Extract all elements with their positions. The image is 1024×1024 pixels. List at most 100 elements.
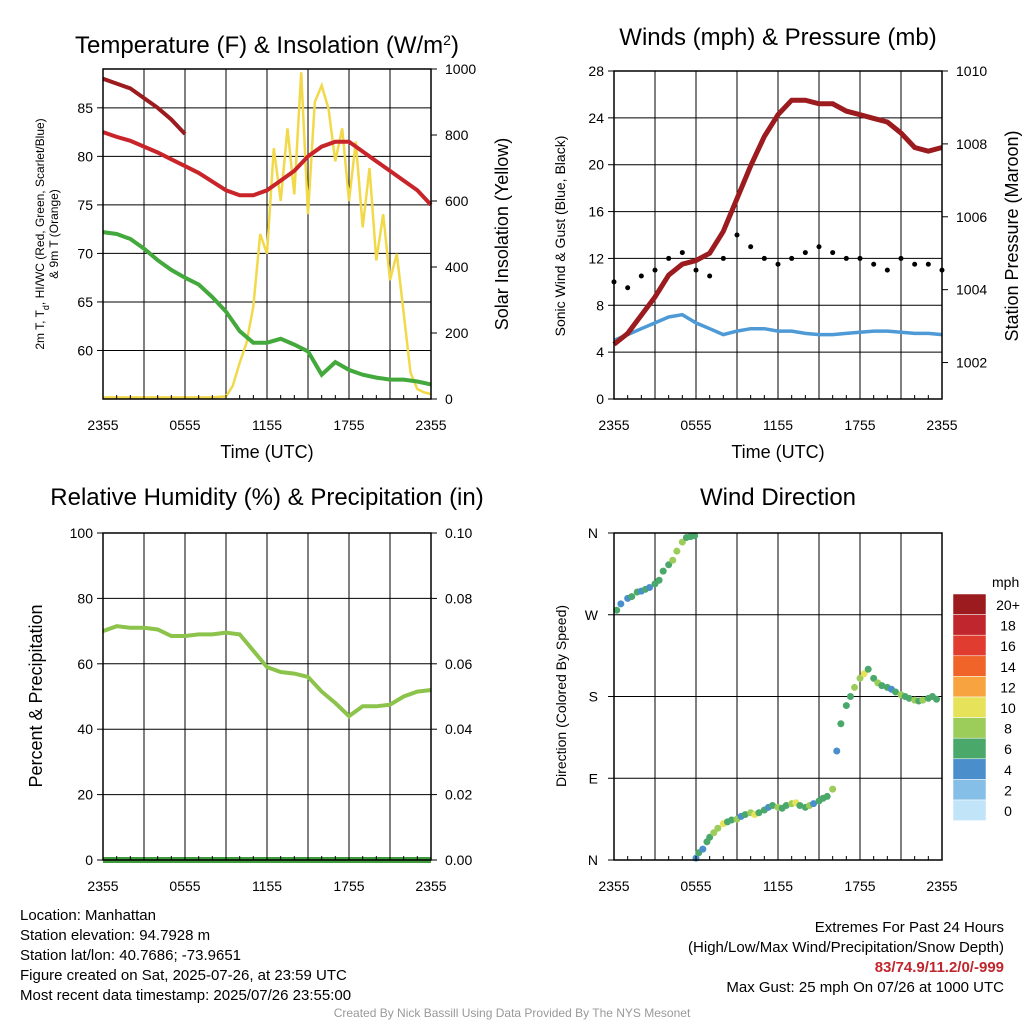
colorbar-swatch bbox=[952, 758, 987, 780]
wind-direction-panel: Wind Direction 2355 0555 1155 1755 2355NESWN… bbox=[553, 484, 1020, 894]
x-tick-label: 2355 bbox=[415, 417, 446, 433]
colorbar-title: mph bbox=[992, 574, 1019, 590]
right-y-tick-label: 1010 bbox=[956, 63, 987, 79]
wind-direction-point bbox=[829, 785, 837, 793]
y-tick-label: 75 bbox=[77, 197, 93, 213]
wind-direction-point bbox=[864, 665, 872, 673]
gust-point bbox=[625, 285, 631, 291]
insolation-line bbox=[103, 72, 432, 399]
wind-direction-point bbox=[673, 547, 681, 555]
humidity-panel: Relative Humidity (%) & Precipitation (i… bbox=[26, 484, 484, 894]
gust-point bbox=[830, 250, 836, 256]
created-text: Figure created on Sat, 2025-07-26, at 23… bbox=[20, 967, 347, 984]
y-tick-label: 100 bbox=[70, 525, 94, 541]
y-tick-label: 70 bbox=[77, 245, 93, 261]
gust-point bbox=[748, 244, 754, 250]
x-tick-label: 1155 bbox=[252, 878, 282, 894]
credit-text: Created By Nick Bassill Using Data Provi… bbox=[333, 1006, 691, 1020]
right-y-tick-label: 0.02 bbox=[445, 787, 472, 803]
x-tick-label: 2355 bbox=[87, 878, 118, 894]
extremes-subtitle: (High/Low/Max Wind/Precipitation/Snow De… bbox=[688, 939, 1004, 956]
wind-direction-point bbox=[851, 683, 859, 691]
right-y-tick-label: 800 bbox=[445, 127, 469, 143]
right-y-tick-label: 0.10 bbox=[445, 525, 472, 541]
gust-point bbox=[734, 232, 740, 238]
wind-direction-point bbox=[919, 696, 927, 704]
x-tick-label: 2355 bbox=[87, 417, 118, 433]
gust-point bbox=[789, 255, 795, 261]
latlon-text: Station lat/lon: 40.7686; -73.9651 bbox=[20, 947, 242, 964]
right-y-tick-label: 1000 bbox=[445, 61, 476, 77]
gust-point bbox=[843, 255, 849, 261]
gust-point bbox=[898, 255, 904, 261]
insolation-ylabel: Solar Insolation (Yellow) bbox=[492, 138, 512, 330]
direction-tick-label: S bbox=[589, 689, 598, 705]
y-tick-label: 8 bbox=[596, 297, 604, 313]
humidity-title: Relative Humidity (%) & Precipitation (i… bbox=[50, 484, 483, 511]
colorbar-swatch bbox=[952, 696, 987, 718]
right-y-tick-label: 0.06 bbox=[445, 656, 472, 672]
x-tick-label: 0555 bbox=[169, 878, 200, 894]
x-tick-label: 1155 bbox=[763, 878, 793, 894]
wind-direction-point bbox=[905, 694, 913, 702]
x-tick-label: 2355 bbox=[598, 417, 629, 433]
wind-direction-point bbox=[860, 670, 868, 678]
colorbar-label: 20+ bbox=[996, 597, 1020, 613]
winds-ylabel: Sonic Wind & Gust (Blue, Black) bbox=[552, 136, 568, 337]
gust-point bbox=[666, 255, 672, 261]
gust-point bbox=[693, 267, 699, 273]
temperature-xlabel: Time (UTC) bbox=[220, 442, 313, 462]
winds-panel: Winds (mph) & Pressure (mb) 2355 0555 1155… bbox=[552, 24, 1022, 462]
wind-direction-point bbox=[628, 593, 636, 601]
temperature-panel: Temperature (F) & Insolation (W/m2) 2355… bbox=[33, 32, 512, 462]
speed-colorbar: mph 20+ 18 16 14 12 10 8 6 4 2 0 bbox=[952, 574, 1020, 821]
x-tick-label: 2355 bbox=[415, 878, 446, 894]
colorbar-swatch bbox=[952, 779, 987, 801]
wind-direction-point bbox=[810, 800, 818, 808]
x-tick-label: 0555 bbox=[169, 417, 200, 433]
x-tick-label: 1755 bbox=[333, 417, 364, 433]
colorbar-label: 6 bbox=[1004, 741, 1012, 757]
wind-direction-point bbox=[691, 532, 699, 540]
wind-direction-point bbox=[878, 682, 886, 690]
x-tick-label: 2355 bbox=[926, 417, 957, 433]
colorbar-label: 16 bbox=[1000, 638, 1016, 654]
wind-direction-title: Wind Direction bbox=[700, 484, 856, 511]
y-tick-label: 60 bbox=[77, 342, 93, 358]
right-y-tick-label: 200 bbox=[445, 325, 469, 341]
extremes-title: Extremes For Past 24 Hours bbox=[814, 919, 1004, 936]
colorbar-label: 0 bbox=[1004, 803, 1012, 819]
wind-direction-point bbox=[842, 702, 850, 710]
x-tick-label: 1755 bbox=[844, 417, 875, 433]
wind-direction-point bbox=[782, 802, 790, 809]
colorbar-label: 12 bbox=[1000, 679, 1016, 695]
wind-direction-ylabel: Direction (Colored By Speed) bbox=[553, 605, 569, 787]
x-tick-label: 1155 bbox=[763, 417, 793, 433]
x-tick-label: 2355 bbox=[598, 878, 629, 894]
colorbar-swatch bbox=[952, 634, 987, 657]
temperature-ylabel-line1: 2m T, Td, HI/WC (Red, Green, Scarlet/Blu… bbox=[33, 118, 51, 349]
wind-direction-point bbox=[678, 538, 686, 546]
colorbar-swatch bbox=[952, 799, 987, 821]
temperature-9m-line bbox=[102, 76, 187, 136]
x-tick-label: 1155 bbox=[252, 417, 282, 433]
wind-direction-point bbox=[870, 674, 878, 682]
wind-direction-point bbox=[892, 688, 900, 696]
gust-point bbox=[871, 261, 877, 267]
y-tick-label: 24 bbox=[588, 110, 604, 126]
x-tick-label: 2355 bbox=[926, 878, 957, 894]
wind-direction-point bbox=[665, 561, 673, 569]
gust-point bbox=[679, 250, 685, 256]
colorbar-swatch bbox=[952, 717, 987, 739]
gust-point bbox=[720, 255, 726, 261]
y-tick-label: 0 bbox=[85, 852, 93, 868]
x-tick-label: 1755 bbox=[333, 878, 364, 894]
gust-point bbox=[925, 261, 931, 267]
wind-direction-point bbox=[823, 792, 831, 800]
wind-direction-point bbox=[933, 695, 941, 703]
pressure-ylabel: Station Pressure (Maroon) bbox=[1002, 130, 1022, 341]
direction-tick-label: N bbox=[588, 852, 598, 868]
direction-tick-label: W bbox=[585, 607, 599, 623]
wind-direction-point bbox=[741, 811, 749, 819]
